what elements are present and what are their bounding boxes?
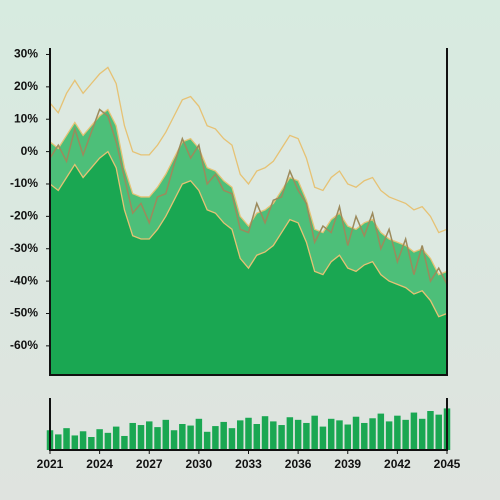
volume-bar (63, 428, 70, 450)
volume-bar (220, 421, 227, 450)
x-tick-label: 2030 (186, 457, 213, 471)
volume-bar (394, 415, 401, 450)
volume-bar (179, 424, 186, 450)
y-tick-label: -30% (10, 241, 38, 255)
volume-bar (170, 430, 178, 450)
volume-bar (402, 419, 409, 450)
volume-bar (236, 420, 244, 450)
y-tick-label: 10% (14, 111, 38, 125)
y-tick-label: -10% (10, 176, 38, 190)
volume-bar (88, 437, 95, 450)
volume-bar (311, 415, 318, 450)
volume-bar (344, 424, 351, 450)
volume-bar (410, 412, 418, 450)
y-tick-label: -50% (10, 306, 38, 320)
volume-bar (336, 420, 343, 450)
y-tick-label: 20% (14, 79, 38, 93)
y-tick-label: -20% (10, 209, 38, 223)
band-line (49, 108, 448, 276)
volume-bar (212, 426, 219, 450)
band-line (49, 150, 448, 318)
volume-bar (261, 416, 269, 450)
x-tick-label: 2045 (434, 457, 461, 471)
volume-bar (270, 421, 277, 450)
volume-bar (286, 417, 294, 450)
y-tick-label: 0% (21, 144, 39, 158)
volume-bar (294, 419, 302, 450)
x-tick-label: 2027 (136, 457, 163, 471)
volume-bar (146, 421, 153, 450)
x-tick-label: 2024 (86, 457, 113, 471)
volume-bar (278, 425, 285, 450)
x-tick-label: 2033 (235, 457, 262, 471)
volume-bar (361, 422, 368, 450)
x-tick-label: 2039 (334, 457, 361, 471)
volume-bar (203, 431, 211, 450)
volume-bar (104, 432, 112, 450)
volume-bar (377, 413, 385, 450)
volume-bar (319, 426, 327, 450)
price-line (49, 108, 448, 285)
volume-bar (369, 418, 376, 450)
axis-frame (49, 48, 448, 376)
volume-bar (187, 425, 194, 450)
volume-bar (253, 424, 261, 450)
y-tick-label: -60% (10, 338, 38, 352)
volume-bar (71, 435, 79, 450)
volume-bar (427, 411, 434, 450)
volume-bar (352, 416, 360, 450)
volume-bar (245, 417, 252, 450)
volume-bar (195, 418, 203, 450)
volume-bar (121, 435, 128, 450)
volume-bar (435, 414, 442, 450)
volume-bar (418, 418, 426, 450)
x-tick-label: 2036 (285, 457, 312, 471)
volume-bar (129, 422, 136, 450)
x-tick-label: 2042 (384, 457, 411, 471)
volume-bar (137, 425, 145, 450)
band-line (49, 66, 448, 234)
x-tick-label: 2021 (37, 457, 64, 471)
band-area (50, 151, 447, 375)
volume-bar (228, 428, 236, 450)
volume-bar (96, 429, 103, 450)
volume-bar (112, 426, 120, 450)
volume-bar (162, 419, 170, 450)
volume-bar (154, 427, 161, 450)
volume-bar (385, 421, 393, 450)
y-tick-label: 30% (14, 47, 38, 61)
y-tick-label: -40% (10, 273, 38, 287)
volume-bar (327, 418, 335, 450)
volume-bar (55, 434, 62, 450)
volume-bar (303, 422, 310, 450)
volume-bar (79, 431, 87, 450)
